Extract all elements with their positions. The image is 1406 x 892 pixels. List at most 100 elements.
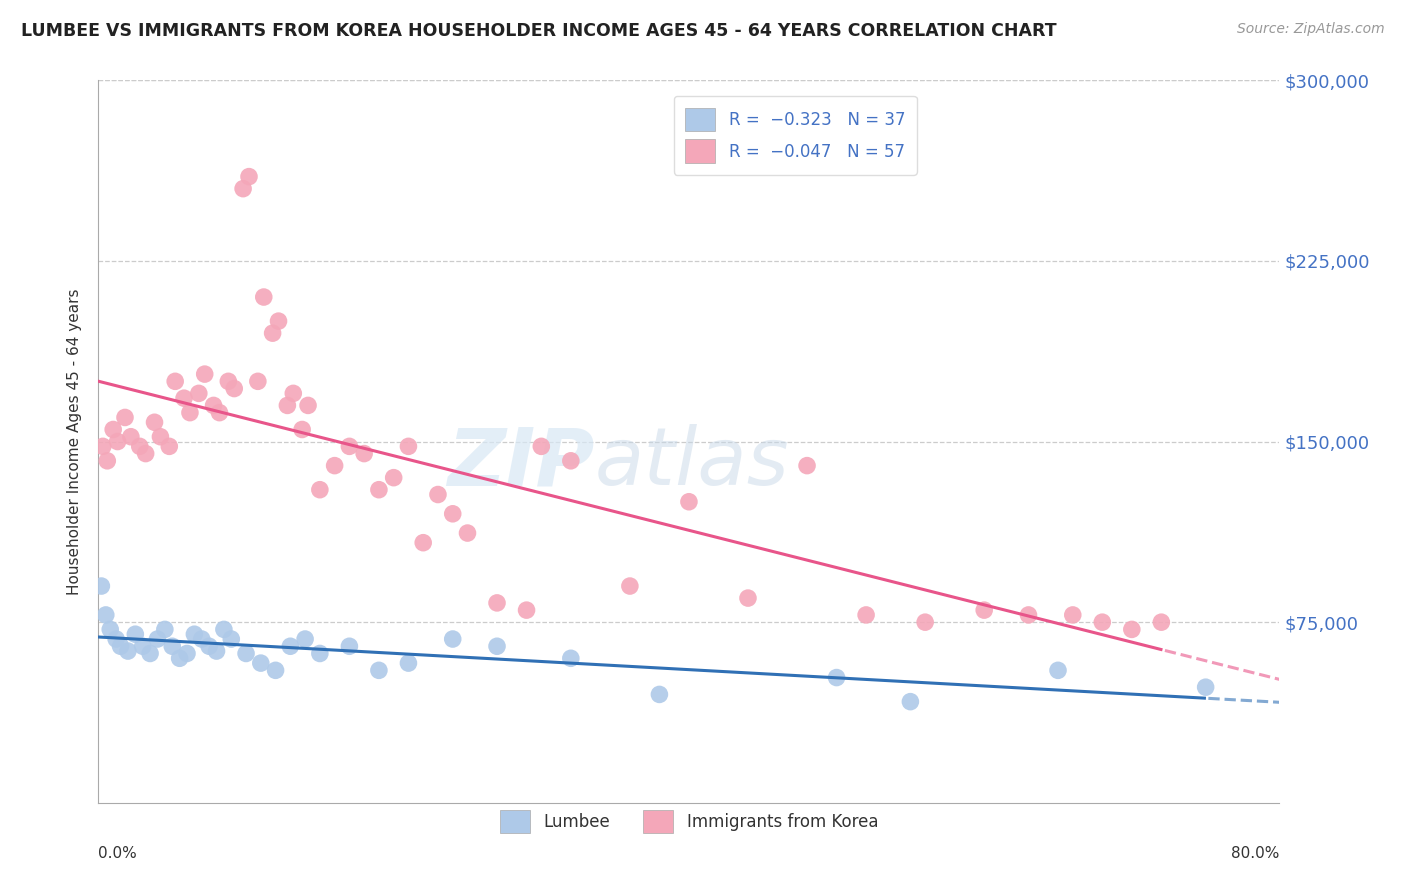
Point bbox=[139, 647, 162, 661]
Point bbox=[114, 410, 136, 425]
Point bbox=[208, 406, 231, 420]
Point bbox=[294, 632, 316, 646]
Point bbox=[648, 687, 671, 701]
Point bbox=[162, 639, 183, 653]
Point bbox=[796, 458, 818, 473]
Point bbox=[191, 632, 214, 646]
Point bbox=[135, 446, 157, 460]
Point bbox=[120, 430, 142, 444]
Point bbox=[457, 526, 479, 541]
Point bbox=[280, 639, 302, 653]
Point bbox=[914, 615, 936, 630]
Point bbox=[486, 596, 509, 610]
Point bbox=[1195, 680, 1218, 694]
Point bbox=[297, 398, 319, 412]
Point bbox=[202, 398, 225, 412]
Point bbox=[253, 290, 276, 304]
Point bbox=[323, 458, 346, 473]
Text: Source: ZipAtlas.com: Source: ZipAtlas.com bbox=[1237, 22, 1385, 37]
Point bbox=[1091, 615, 1114, 630]
Point bbox=[173, 391, 195, 405]
Point bbox=[678, 494, 700, 508]
Point bbox=[198, 639, 221, 653]
Point bbox=[90, 579, 112, 593]
Point bbox=[205, 644, 228, 658]
Point bbox=[309, 483, 332, 497]
Point bbox=[825, 671, 848, 685]
Point bbox=[238, 169, 260, 184]
Point bbox=[1062, 607, 1084, 622]
Point bbox=[309, 647, 332, 661]
Point bbox=[179, 406, 201, 420]
Text: atlas: atlas bbox=[595, 425, 789, 502]
Point bbox=[246, 375, 269, 389]
Text: LUMBEE VS IMMIGRANTS FROM KOREA HOUSEHOLDER INCOME AGES 45 - 64 YEARS CORRELATIO: LUMBEE VS IMMIGRANTS FROM KOREA HOUSEHOL… bbox=[21, 22, 1057, 40]
Point bbox=[149, 430, 172, 444]
Point bbox=[217, 375, 239, 389]
Point bbox=[1150, 615, 1173, 630]
Point bbox=[176, 647, 198, 661]
Point bbox=[1018, 607, 1040, 622]
Point bbox=[98, 623, 121, 637]
Point bbox=[146, 632, 169, 646]
Point bbox=[187, 386, 209, 401]
Point bbox=[105, 632, 128, 646]
Legend: Lumbee, Immigrants from Korea: Lumbee, Immigrants from Korea bbox=[488, 798, 890, 845]
Point bbox=[619, 579, 641, 593]
Text: 80.0%: 80.0% bbox=[1232, 847, 1279, 861]
Point bbox=[441, 507, 464, 521]
Point bbox=[169, 651, 191, 665]
Point bbox=[486, 639, 509, 653]
Y-axis label: Householder Income Ages 45 - 64 years: Householder Income Ages 45 - 64 years bbox=[67, 288, 83, 595]
Point bbox=[353, 446, 375, 460]
Text: 0.0%: 0.0% bbox=[98, 847, 138, 861]
Point bbox=[262, 326, 284, 341]
Point bbox=[103, 423, 125, 437]
Point bbox=[1047, 664, 1070, 678]
Point bbox=[855, 607, 877, 622]
Point bbox=[183, 627, 205, 641]
Point bbox=[427, 487, 450, 501]
Point bbox=[900, 695, 922, 709]
Point bbox=[267, 314, 290, 328]
Point bbox=[412, 535, 434, 549]
Point bbox=[143, 415, 166, 429]
Point bbox=[560, 651, 582, 665]
Point bbox=[368, 483, 391, 497]
Point bbox=[276, 398, 298, 412]
Point bbox=[128, 439, 150, 453]
Point bbox=[94, 607, 117, 622]
Point bbox=[153, 623, 176, 637]
Point bbox=[132, 639, 155, 653]
Point bbox=[1121, 623, 1143, 637]
Point bbox=[291, 423, 314, 437]
Point bbox=[283, 386, 305, 401]
Point bbox=[737, 591, 759, 606]
Point bbox=[264, 664, 287, 678]
Point bbox=[382, 471, 405, 485]
Point bbox=[212, 623, 235, 637]
Point bbox=[339, 639, 361, 653]
Point bbox=[194, 367, 217, 381]
Text: ZIP: ZIP bbox=[447, 425, 595, 502]
Point bbox=[368, 664, 391, 678]
Point bbox=[441, 632, 464, 646]
Point bbox=[107, 434, 129, 449]
Point bbox=[973, 603, 995, 617]
Point bbox=[398, 656, 420, 670]
Point bbox=[96, 454, 118, 468]
Point bbox=[232, 182, 254, 196]
Point bbox=[339, 439, 361, 453]
Point bbox=[398, 439, 420, 453]
Point bbox=[560, 454, 582, 468]
Point bbox=[124, 627, 146, 641]
Point bbox=[91, 439, 114, 453]
Point bbox=[157, 439, 180, 453]
Point bbox=[530, 439, 553, 453]
Point bbox=[250, 656, 273, 670]
Point bbox=[224, 382, 246, 396]
Point bbox=[117, 644, 139, 658]
Point bbox=[516, 603, 538, 617]
Point bbox=[235, 647, 257, 661]
Point bbox=[110, 639, 132, 653]
